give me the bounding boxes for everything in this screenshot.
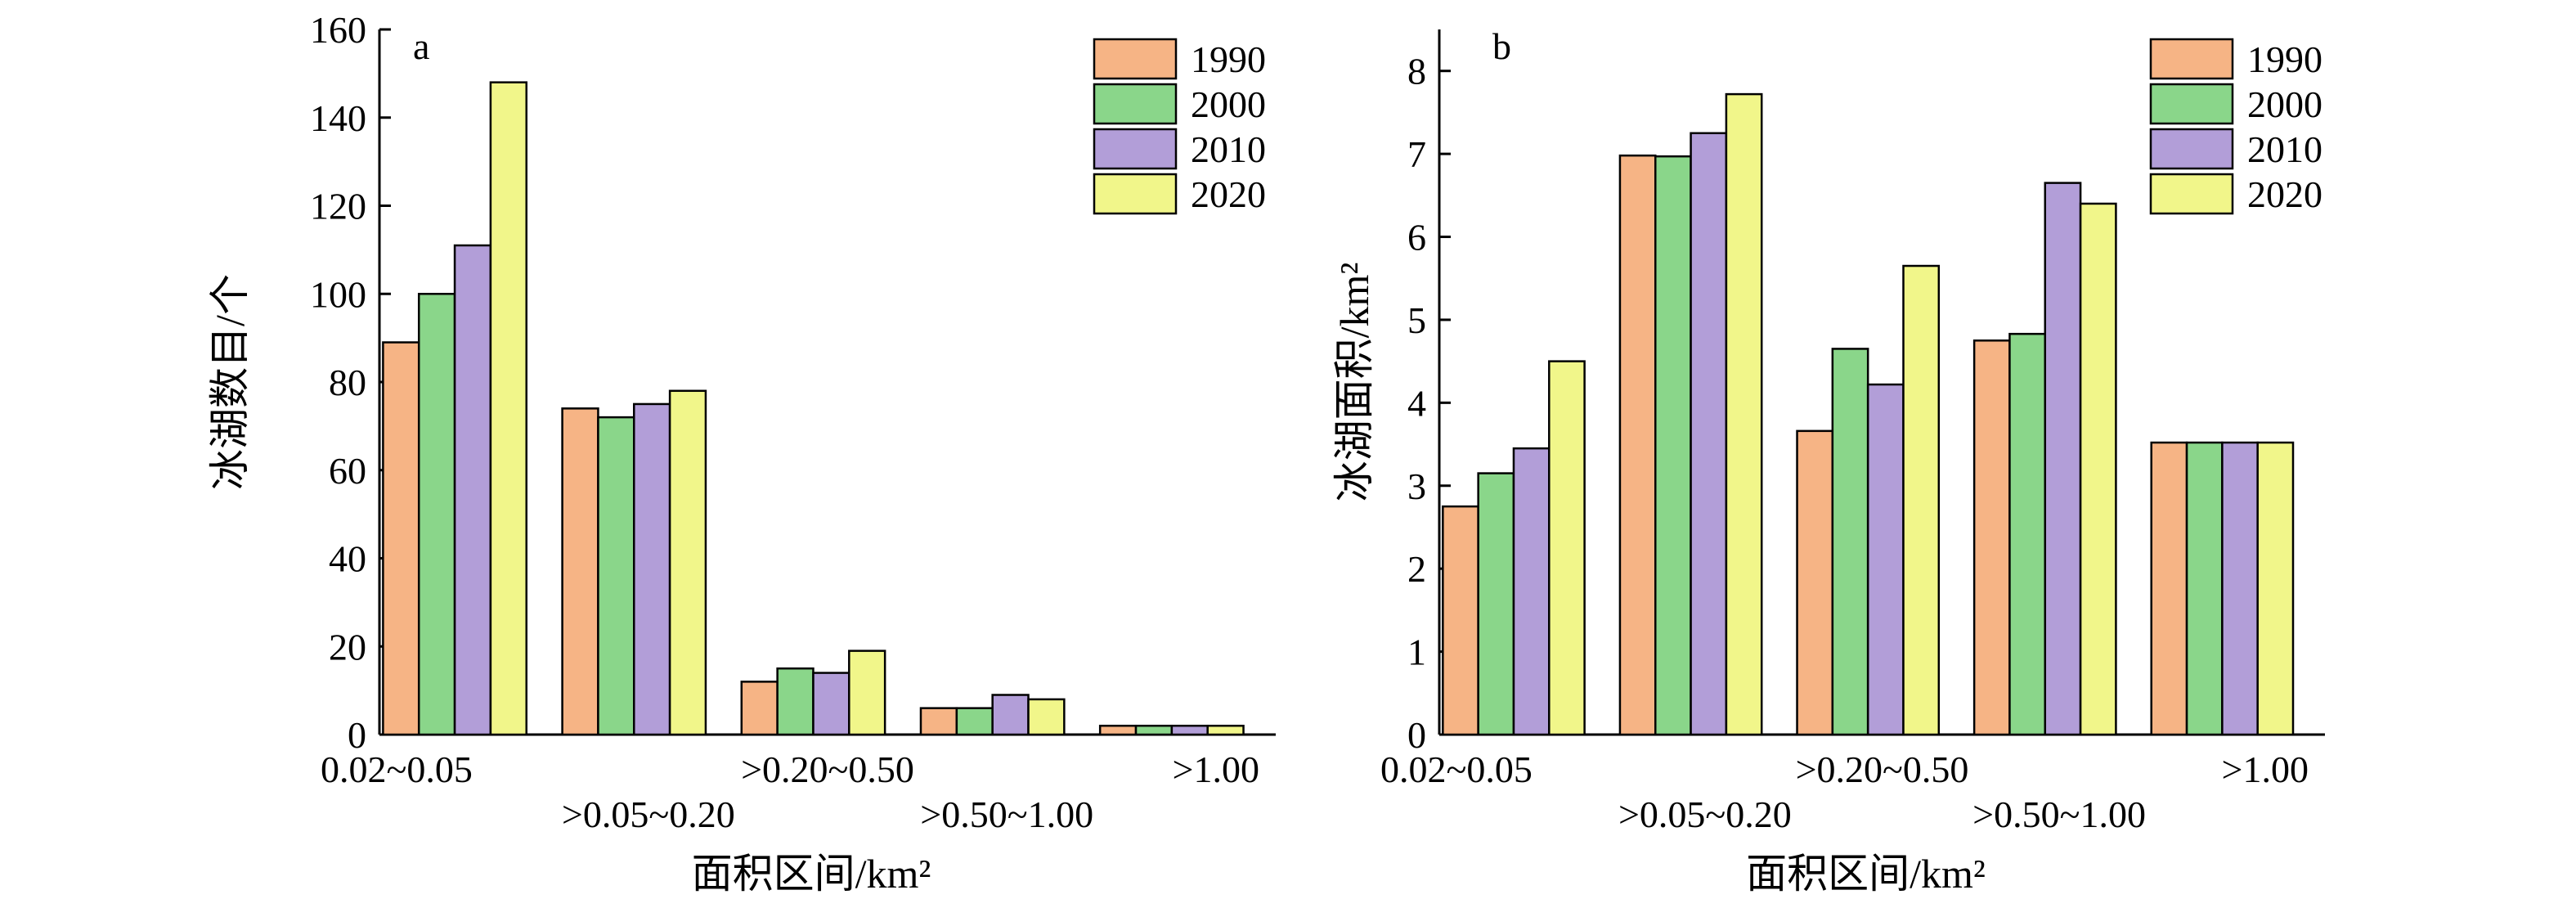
y-tick-label: 60 <box>329 450 366 492</box>
panel-letter: b <box>1492 25 1511 67</box>
bar-2020-cat3 <box>1027 698 1066 736</box>
x-tick-label: 0.02~0.05 <box>321 748 473 790</box>
x-tick-label: >0.20~0.50 <box>741 748 914 790</box>
legend-swatch-2020 <box>1093 173 1178 215</box>
legend-swatch-2020 <box>2149 173 2234 215</box>
x-tick-label: >0.05~0.20 <box>1618 793 1792 835</box>
bar-2000-cat4 <box>2185 441 2224 736</box>
panel-letter: a <box>413 25 429 67</box>
legend-label-2020: 2020 <box>2247 173 2322 215</box>
y-tick-label: 8 <box>1407 51 1426 92</box>
legend-swatch-2000 <box>2149 83 2234 125</box>
bar-1990-cat3 <box>919 707 958 736</box>
bar-2020-cat0 <box>489 81 527 736</box>
y-tick-label: 6 <box>1407 217 1426 258</box>
x-tick-label: 0.02~0.05 <box>1380 748 1533 790</box>
x-tick-label: >0.05~0.20 <box>562 793 735 835</box>
legend-swatch-2000 <box>1093 83 1178 125</box>
bar-2000-cat0 <box>1477 472 1515 736</box>
bar-2000-cat3 <box>955 707 994 736</box>
bar-2000-cat3 <box>2008 332 2047 736</box>
legend-swatch-2010 <box>2149 128 2234 170</box>
bar-2020-cat4 <box>1206 724 1245 736</box>
y-tick-label: 100 <box>310 273 366 315</box>
legend-label-2010: 2010 <box>2247 128 2322 170</box>
bar-2000-cat2 <box>776 667 815 736</box>
bar-2000-cat1 <box>1654 155 1692 736</box>
bar-2000-cat0 <box>417 293 456 736</box>
legend-swatch-2010 <box>1093 128 1178 170</box>
bar-2000-cat2 <box>1831 348 1869 736</box>
bar-2010-cat1 <box>1690 132 1728 736</box>
y-tick-label: 7 <box>1407 133 1426 175</box>
y-tick-label: 160 <box>310 9 366 51</box>
x-tick-label: >0.50~1.00 <box>920 793 1093 835</box>
chart-panel-a: 0 20 40 60 80 100 120 140 160 0.02~0.05 >0.05~0.20… <box>207 9 1276 897</box>
bar-2020-cat2 <box>848 650 886 736</box>
bar-1990-cat0 <box>1442 505 1479 736</box>
bar-2010-cat0 <box>453 244 492 736</box>
bar-1990-cat2 <box>740 681 779 736</box>
x-tick-label: >0.50~1.00 <box>1972 793 2146 835</box>
bar-1990-cat1 <box>561 407 599 736</box>
bar-1990-cat4 <box>2150 441 2188 736</box>
legend-label-2000: 2000 <box>1191 83 1266 125</box>
y-axis-title: 冰湖面积/km² <box>1331 263 1377 502</box>
y-tick-label: 5 <box>1407 299 1426 341</box>
legend-label-1990: 1990 <box>1191 38 1266 80</box>
legend-swatch-1990 <box>2149 38 2234 80</box>
bar-1990-cat2 <box>1796 429 1834 736</box>
x-axis-title: 面积区间/km² <box>1746 851 1986 897</box>
y-tick-label: 1 <box>1407 632 1426 673</box>
y-tick-label: 80 <box>329 362 366 403</box>
chart-panel-b: 0 1 2 3 4 5 6 7 8 0.02~0.05 >0.05~0.20>0.20~0.50>0… <box>1331 25 2325 897</box>
y-axis-title: 冰湖数目/个 <box>207 274 253 490</box>
bar-2020-cat4 <box>2256 441 2295 736</box>
bar-2000-cat1 <box>597 416 635 736</box>
bar-2000-cat4 <box>1134 724 1174 736</box>
bar-2010-cat3 <box>991 694 1030 736</box>
y-tick-label: 120 <box>310 186 366 227</box>
bar-2020-cat0 <box>1548 360 1586 736</box>
y-tick-label: 0 <box>348 714 366 756</box>
legend-label-1990: 1990 <box>2247 38 2322 80</box>
bar-2020-cat3 <box>2079 202 2117 736</box>
bar-2020-cat2 <box>1902 264 1941 736</box>
y-tick-label: 140 <box>310 97 366 139</box>
x-tick-label: >1.00 <box>2222 748 2309 790</box>
bar-2020-cat1 <box>1725 92 1763 736</box>
bar-2010-cat2 <box>812 672 850 736</box>
bar-1990-cat3 <box>1972 339 2011 736</box>
y-tick-label: 20 <box>329 626 366 668</box>
x-tick-label: >0.20~0.50 <box>1796 748 1969 790</box>
bar-2010-cat4 <box>2221 441 2259 736</box>
bar-1990-cat4 <box>1098 724 1138 736</box>
y-tick-label: 4 <box>1407 382 1426 424</box>
y-tick-label: 2 <box>1407 548 1426 590</box>
y-tick-label: 0 <box>1407 714 1426 756</box>
bar-2010-cat0 <box>1512 447 1551 736</box>
y-tick-label: 40 <box>329 538 366 580</box>
bar-2010-cat3 <box>2044 182 2082 736</box>
bar-2020-cat1 <box>668 389 707 736</box>
bar-2010-cat2 <box>1866 383 1905 736</box>
legend-label-2010: 2010 <box>1191 128 1266 170</box>
y-tick-label: 3 <box>1407 465 1426 507</box>
legend-label-2000: 2000 <box>2247 83 2322 125</box>
bar-1990-cat1 <box>1618 154 1657 736</box>
legend-swatch-1990 <box>1093 38 1178 80</box>
bar-1990-cat0 <box>382 341 420 736</box>
x-tick-label: >1.00 <box>1173 748 1259 790</box>
bar-2010-cat4 <box>1170 724 1209 736</box>
bar-2010-cat1 <box>633 402 671 736</box>
legend-label-2020: 2020 <box>1191 173 1266 215</box>
x-axis-title: 面积区间/km² <box>692 851 931 897</box>
